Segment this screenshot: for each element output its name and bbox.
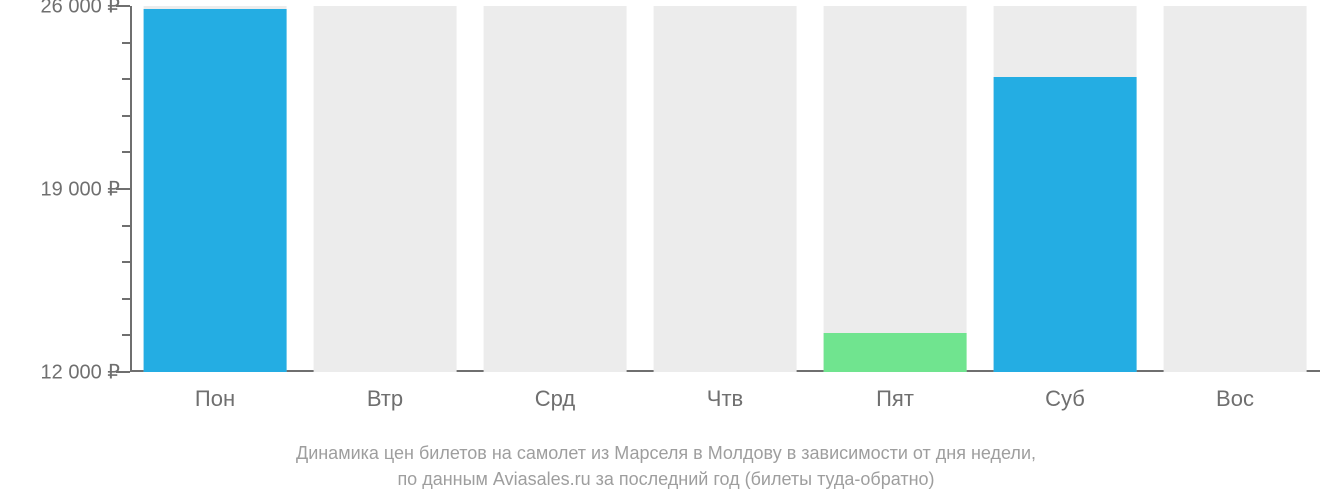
bar-slot: Чтв bbox=[640, 6, 810, 372]
y-tick-minor bbox=[122, 225, 130, 227]
y-tick-minor bbox=[122, 261, 130, 263]
bars-container: ПонВтрСрдЧтвПятСубВос bbox=[130, 6, 1320, 372]
caption-line-1: Динамика цен билетов на самолет из Марсе… bbox=[296, 443, 1036, 463]
chart-caption: Динамика цен билетов на самолет из Марсе… bbox=[0, 440, 1332, 492]
x-axis-label: Срд bbox=[535, 386, 575, 412]
bar bbox=[994, 77, 1137, 372]
price-by-weekday-chart: ПонВтрСрдЧтвПятСубВос 12 000 ₽19 000 ₽26… bbox=[0, 0, 1332, 502]
bar-background bbox=[314, 6, 457, 372]
y-tick-minor bbox=[122, 334, 130, 336]
bar bbox=[824, 333, 967, 372]
bar-slot: Суб bbox=[980, 6, 1150, 372]
x-axis-label: Вос bbox=[1216, 386, 1254, 412]
y-axis-label: 26 000 ₽ bbox=[41, 0, 120, 19]
y-tick-minor bbox=[122, 115, 130, 117]
bar-slot: Пят bbox=[810, 6, 980, 372]
bar-slot: Вос bbox=[1150, 6, 1320, 372]
x-axis-label: Чтв bbox=[707, 386, 743, 412]
bar-background bbox=[1164, 6, 1307, 372]
x-axis-label: Пон bbox=[195, 386, 235, 412]
bar-background bbox=[654, 6, 797, 372]
y-tick-minor bbox=[122, 42, 130, 44]
x-axis-label: Пят bbox=[876, 386, 914, 412]
y-axis-label: 19 000 ₽ bbox=[41, 177, 120, 202]
bar-background bbox=[824, 6, 967, 372]
bar-slot: Срд bbox=[470, 6, 640, 372]
y-axis-label: 12 000 ₽ bbox=[41, 360, 120, 385]
bar bbox=[144, 9, 287, 372]
caption-line-2: по данным Aviasales.ru за последний год … bbox=[397, 469, 934, 489]
plot-area: ПонВтрСрдЧтвПятСубВос 12 000 ₽19 000 ₽26… bbox=[130, 6, 1320, 372]
x-axis-label: Втр bbox=[367, 386, 403, 412]
x-axis-label: Суб bbox=[1045, 386, 1085, 412]
y-tick-minor bbox=[122, 298, 130, 300]
y-tick-minor bbox=[122, 151, 130, 153]
y-tick-minor bbox=[122, 78, 130, 80]
bar-slot: Пон bbox=[130, 6, 300, 372]
bar-slot: Втр bbox=[300, 6, 470, 372]
bar-background bbox=[484, 6, 627, 372]
